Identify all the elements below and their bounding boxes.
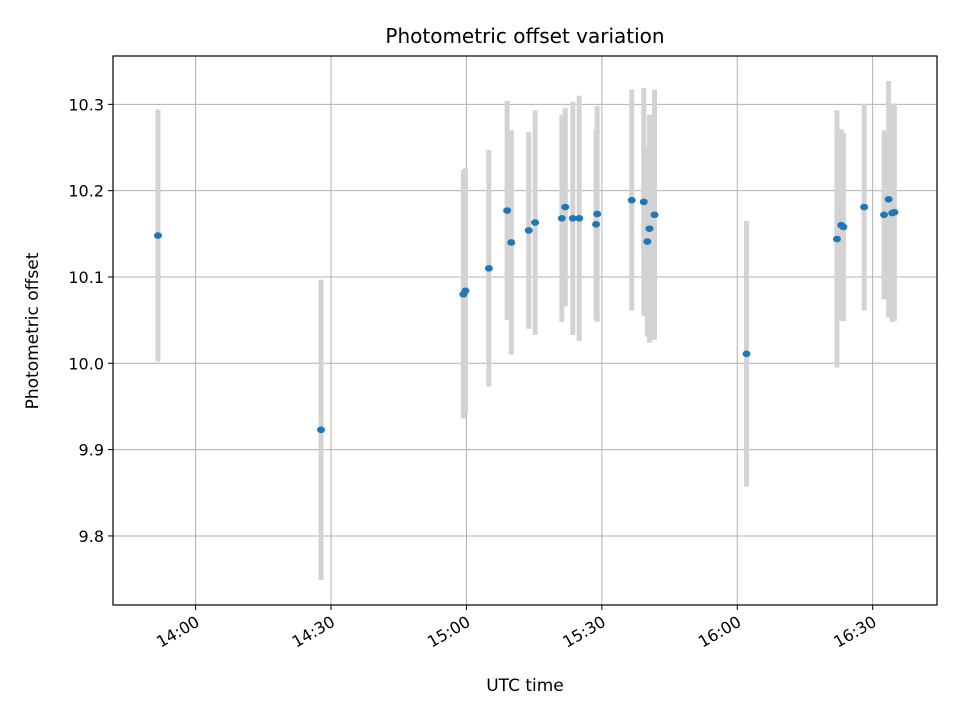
data-point <box>317 426 326 434</box>
y-tick-label: 9.9 <box>79 441 104 460</box>
y-axis-ticks: 9.8 9.9 10.0 10.1 10.2 10.3 <box>68 95 113 546</box>
data-point <box>650 211 659 219</box>
y-tick-label: 10.3 <box>68 95 104 114</box>
data-point <box>880 211 889 219</box>
data-point <box>557 214 566 222</box>
y-axis-label: Photometric offset <box>23 252 43 409</box>
data-point <box>884 195 893 203</box>
y-tick-label: 9.8 <box>79 527 104 546</box>
x-axis-label: UTC time <box>486 676 564 696</box>
data-point <box>742 350 751 358</box>
data-point <box>592 221 601 228</box>
y-tick-label: 10.1 <box>68 268 104 287</box>
data-point <box>561 203 570 211</box>
data-point <box>643 238 652 245</box>
data-points <box>153 195 899 434</box>
data-point <box>531 219 540 226</box>
plot-frame <box>112 55 938 606</box>
data-point <box>568 214 577 222</box>
data-point <box>627 196 636 204</box>
data-point <box>839 223 848 231</box>
data-point <box>461 287 470 295</box>
y-tick-label: 10.2 <box>68 182 104 201</box>
data-point <box>484 265 493 272</box>
data-point <box>524 227 533 234</box>
chart-title: Photometric offset variation <box>385 24 664 48</box>
data-point <box>507 239 516 246</box>
data-point <box>153 232 162 239</box>
data-point <box>575 214 584 222</box>
data-point <box>890 208 899 216</box>
data-point <box>503 207 512 214</box>
data-point <box>645 225 654 232</box>
data-point <box>860 203 869 211</box>
data-point <box>832 235 841 243</box>
data-point <box>639 198 648 206</box>
data-point <box>593 210 602 218</box>
y-tick-label: 10.0 <box>68 354 104 373</box>
grid-lines <box>113 56 937 605</box>
